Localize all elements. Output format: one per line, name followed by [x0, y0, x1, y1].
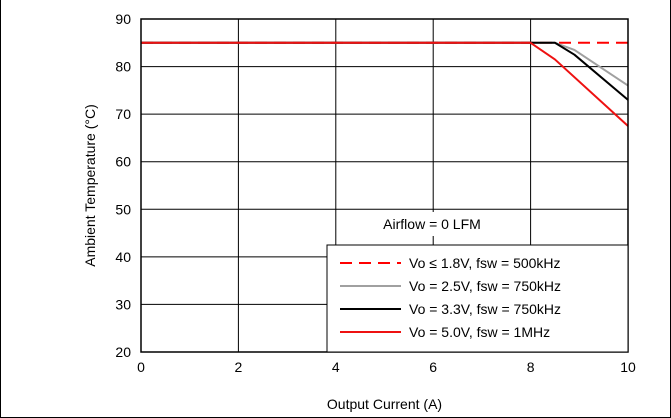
legend-box	[326, 244, 629, 353]
y-tick-label: 30	[115, 296, 131, 312]
x-tick-labels: 0 2 4 6 8 10	[137, 359, 636, 375]
series-layer	[141, 41, 629, 127]
x-axis-label: Output Current (A)	[327, 396, 442, 412]
series-line-3	[141, 41, 629, 101]
y-axis-label: Ambient Temperature (°C)	[82, 104, 98, 267]
legend-entry-1: Vo ≤ 1.8V, fsw = 500kHz	[409, 255, 561, 271]
x-tick-label: 10	[620, 359, 636, 375]
legend: Vo ≤ 1.8V, fsw = 500kHz Vo = 2.5V, fsw = …	[326, 244, 629, 353]
y-tick-label: 20	[115, 344, 131, 360]
x-tick-label: 6	[429, 359, 437, 375]
annotation-airflow: Airflow = 0 LFM	[383, 216, 481, 232]
y-tick-label: 70	[115, 106, 131, 122]
x-tick-label: 4	[332, 359, 340, 375]
x-tick-label: 2	[235, 359, 243, 375]
annotation-background	[362, 212, 504, 236]
series-line-2	[141, 41, 629, 87]
y-tick-label: 50	[115, 201, 131, 217]
y-tick-label: 60	[115, 154, 131, 170]
y-tick-label: 80	[115, 59, 131, 75]
x-tick-label: 0	[137, 359, 145, 375]
grid	[140, 18, 629, 353]
x-tick-label: 8	[527, 359, 535, 375]
legend-entry-4: Vo = 5.0V, fsw = 1MHz	[409, 324, 550, 340]
y-tick-label: 90	[115, 11, 131, 27]
y-tick-label: 40	[115, 249, 131, 265]
series-line-4	[141, 41, 629, 127]
legend-entry-2: Vo = 2.5V, fsw = 750kHz	[409, 278, 561, 294]
y-tick-labels: 20 30 40 50 60 70 80 90	[115, 11, 131, 360]
legend-entry-3: Vo = 3.3V, fsw = 750kHz	[409, 301, 561, 317]
